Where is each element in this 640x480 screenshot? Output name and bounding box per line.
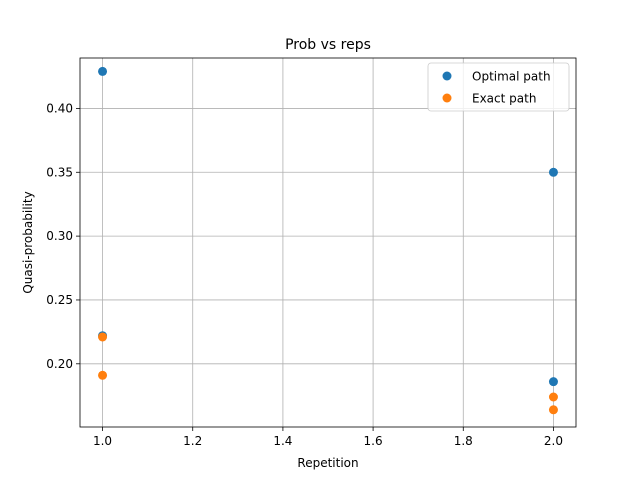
plot-frame (79, 57, 577, 428)
data-points (98, 66, 558, 415)
x-tick-label: 1.4 (273, 434, 292, 448)
legend-label: Exact path (472, 92, 536, 106)
y-tick-label: 0.35 (46, 165, 73, 179)
x-tick-label: 2.0 (544, 434, 563, 448)
scatter-point-exact-path (548, 405, 558, 415)
y-tick-label: 0.40 (46, 101, 73, 115)
legend: Optimal path Exact path (427, 62, 570, 112)
legend-marker (442, 93, 452, 103)
y-tick-label: 0.20 (46, 357, 73, 371)
x-axis-label: Repetition (297, 456, 358, 470)
scatter-point-exact-path (98, 370, 108, 380)
x-tick-label: 1.0 (93, 434, 112, 448)
scatter-point-optimal-path (548, 167, 558, 177)
legend-label: Optimal path (472, 70, 551, 84)
scatter-point-exact-path (98, 332, 108, 342)
scatter-point-optimal-path (98, 66, 108, 76)
legend-box (427, 62, 570, 112)
x-tick-label: 1.2 (183, 434, 202, 448)
x-tick-label: 1.6 (364, 434, 383, 448)
chart-title: Prob vs reps (285, 37, 371, 53)
scatter-point-optimal-path (548, 377, 558, 387)
y-tick-label: 0.30 (46, 229, 73, 243)
x-tick-label: 1.8 (454, 434, 473, 448)
y-axis-label: Quasi-probability (21, 191, 35, 293)
scatter-point-exact-path (548, 392, 558, 402)
axis-ticks: 1.0 1.2 1.4 1.6 1.8 2.0 0.20 0.25 0.30 0.35 0.40 (46, 101, 563, 448)
y-tick-label: 0.25 (46, 293, 73, 307)
legend-marker (442, 71, 452, 81)
